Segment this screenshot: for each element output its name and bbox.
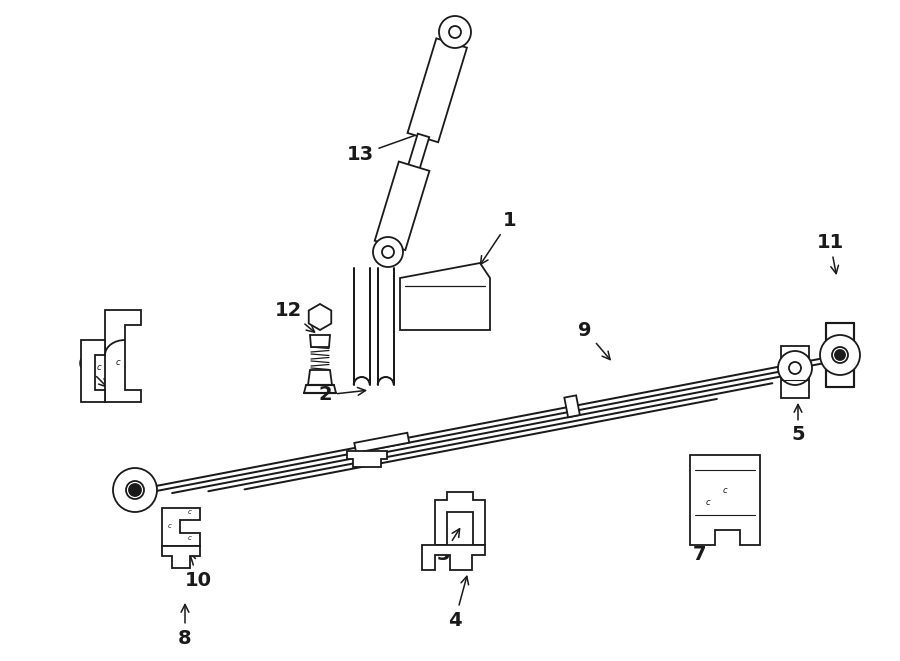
Text: c: c (96, 363, 102, 372)
Circle shape (382, 246, 394, 258)
Text: 4: 4 (448, 576, 469, 629)
Polygon shape (162, 546, 200, 568)
Text: c: c (116, 358, 121, 367)
Polygon shape (690, 455, 760, 545)
Text: 1: 1 (481, 210, 517, 264)
Polygon shape (435, 492, 485, 545)
Polygon shape (400, 263, 490, 330)
Polygon shape (355, 433, 410, 453)
Circle shape (113, 468, 157, 512)
Circle shape (439, 16, 471, 48)
Circle shape (129, 484, 141, 496)
Polygon shape (105, 310, 141, 402)
Polygon shape (346, 451, 387, 467)
Text: 8: 8 (178, 604, 192, 648)
Text: 9: 9 (578, 321, 610, 360)
Circle shape (449, 26, 461, 38)
Text: 10: 10 (184, 553, 212, 590)
Text: 3: 3 (436, 529, 460, 564)
Polygon shape (309, 304, 331, 330)
Circle shape (778, 351, 812, 385)
Polygon shape (422, 545, 485, 570)
Text: 11: 11 (816, 233, 843, 274)
Polygon shape (308, 370, 332, 385)
Text: 12: 12 (274, 301, 315, 332)
Circle shape (835, 350, 845, 360)
Text: 6: 6 (78, 356, 107, 387)
Polygon shape (81, 340, 105, 402)
Polygon shape (374, 161, 429, 250)
Text: 13: 13 (346, 130, 426, 165)
Polygon shape (564, 395, 580, 417)
Text: c: c (188, 535, 192, 541)
Polygon shape (781, 346, 809, 398)
Polygon shape (162, 508, 200, 546)
Circle shape (373, 237, 403, 267)
Text: c: c (188, 509, 192, 515)
Polygon shape (408, 134, 429, 170)
Circle shape (832, 347, 848, 363)
Text: c: c (723, 486, 727, 495)
Polygon shape (408, 38, 467, 142)
Text: c: c (168, 523, 172, 529)
Circle shape (789, 362, 801, 374)
Text: 2: 2 (319, 385, 365, 405)
Text: c: c (706, 498, 710, 507)
Circle shape (126, 481, 144, 499)
Polygon shape (310, 335, 330, 347)
Circle shape (820, 335, 860, 375)
Text: 5: 5 (791, 405, 805, 444)
Text: 7: 7 (693, 514, 718, 564)
